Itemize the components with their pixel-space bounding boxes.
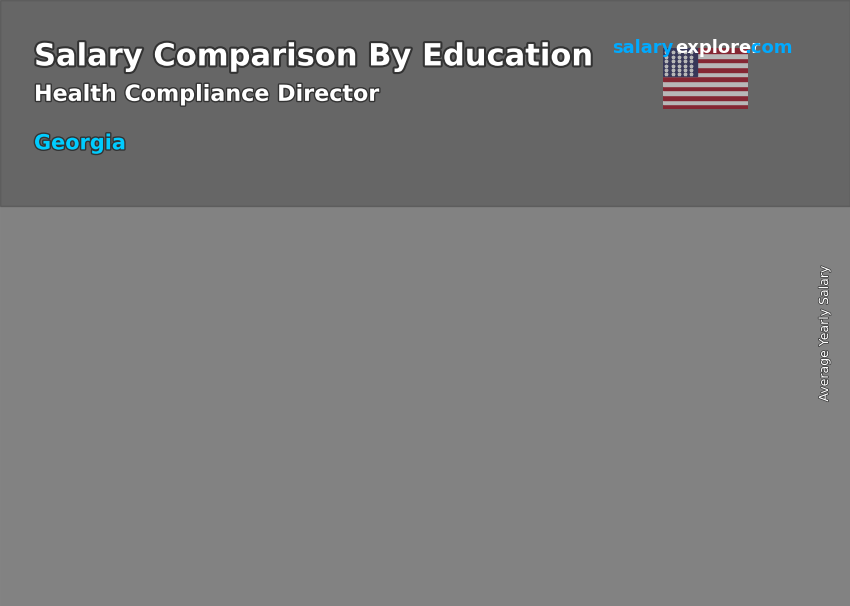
FancyBboxPatch shape xyxy=(132,362,236,515)
Bar xyxy=(663,81,748,86)
FancyBboxPatch shape xyxy=(597,238,701,515)
Text: +31%: +31% xyxy=(519,168,600,193)
Bar xyxy=(663,53,748,58)
Polygon shape xyxy=(350,291,364,515)
Bar xyxy=(663,76,748,81)
Text: Average Yearly Salary: Average Yearly Salary xyxy=(818,265,831,402)
Bar xyxy=(663,72,748,76)
Polygon shape xyxy=(582,224,701,238)
Bar xyxy=(663,100,748,104)
Bar xyxy=(663,58,748,62)
Bar xyxy=(663,62,748,67)
Bar xyxy=(663,86,748,90)
Bar xyxy=(663,90,748,95)
Text: 350,000 USD: 350,000 USD xyxy=(597,199,708,214)
Polygon shape xyxy=(582,224,597,515)
Text: Salary Comparison By Education: Salary Comparison By Education xyxy=(34,42,591,72)
Text: Health Compliance Director: Health Compliance Director xyxy=(34,85,380,105)
Text: salary: salary xyxy=(612,39,673,58)
Text: explorer: explorer xyxy=(676,39,761,58)
Polygon shape xyxy=(118,348,132,515)
Bar xyxy=(663,67,748,72)
Bar xyxy=(663,95,748,100)
Polygon shape xyxy=(350,291,468,304)
Bar xyxy=(663,48,697,76)
Bar xyxy=(663,48,748,53)
FancyArrowPatch shape xyxy=(224,262,450,340)
Bar xyxy=(663,104,748,109)
Text: +38%: +38% xyxy=(286,235,367,259)
Text: 266,000 USD: 266,000 USD xyxy=(365,265,475,281)
Text: Georgia: Georgia xyxy=(34,133,126,153)
FancyArrowPatch shape xyxy=(456,198,683,282)
FancyBboxPatch shape xyxy=(364,304,468,515)
Text: 193,000 USD: 193,000 USD xyxy=(133,324,243,339)
Polygon shape xyxy=(118,348,236,362)
Bar xyxy=(0,0,850,206)
Text: .com: .com xyxy=(744,39,792,58)
